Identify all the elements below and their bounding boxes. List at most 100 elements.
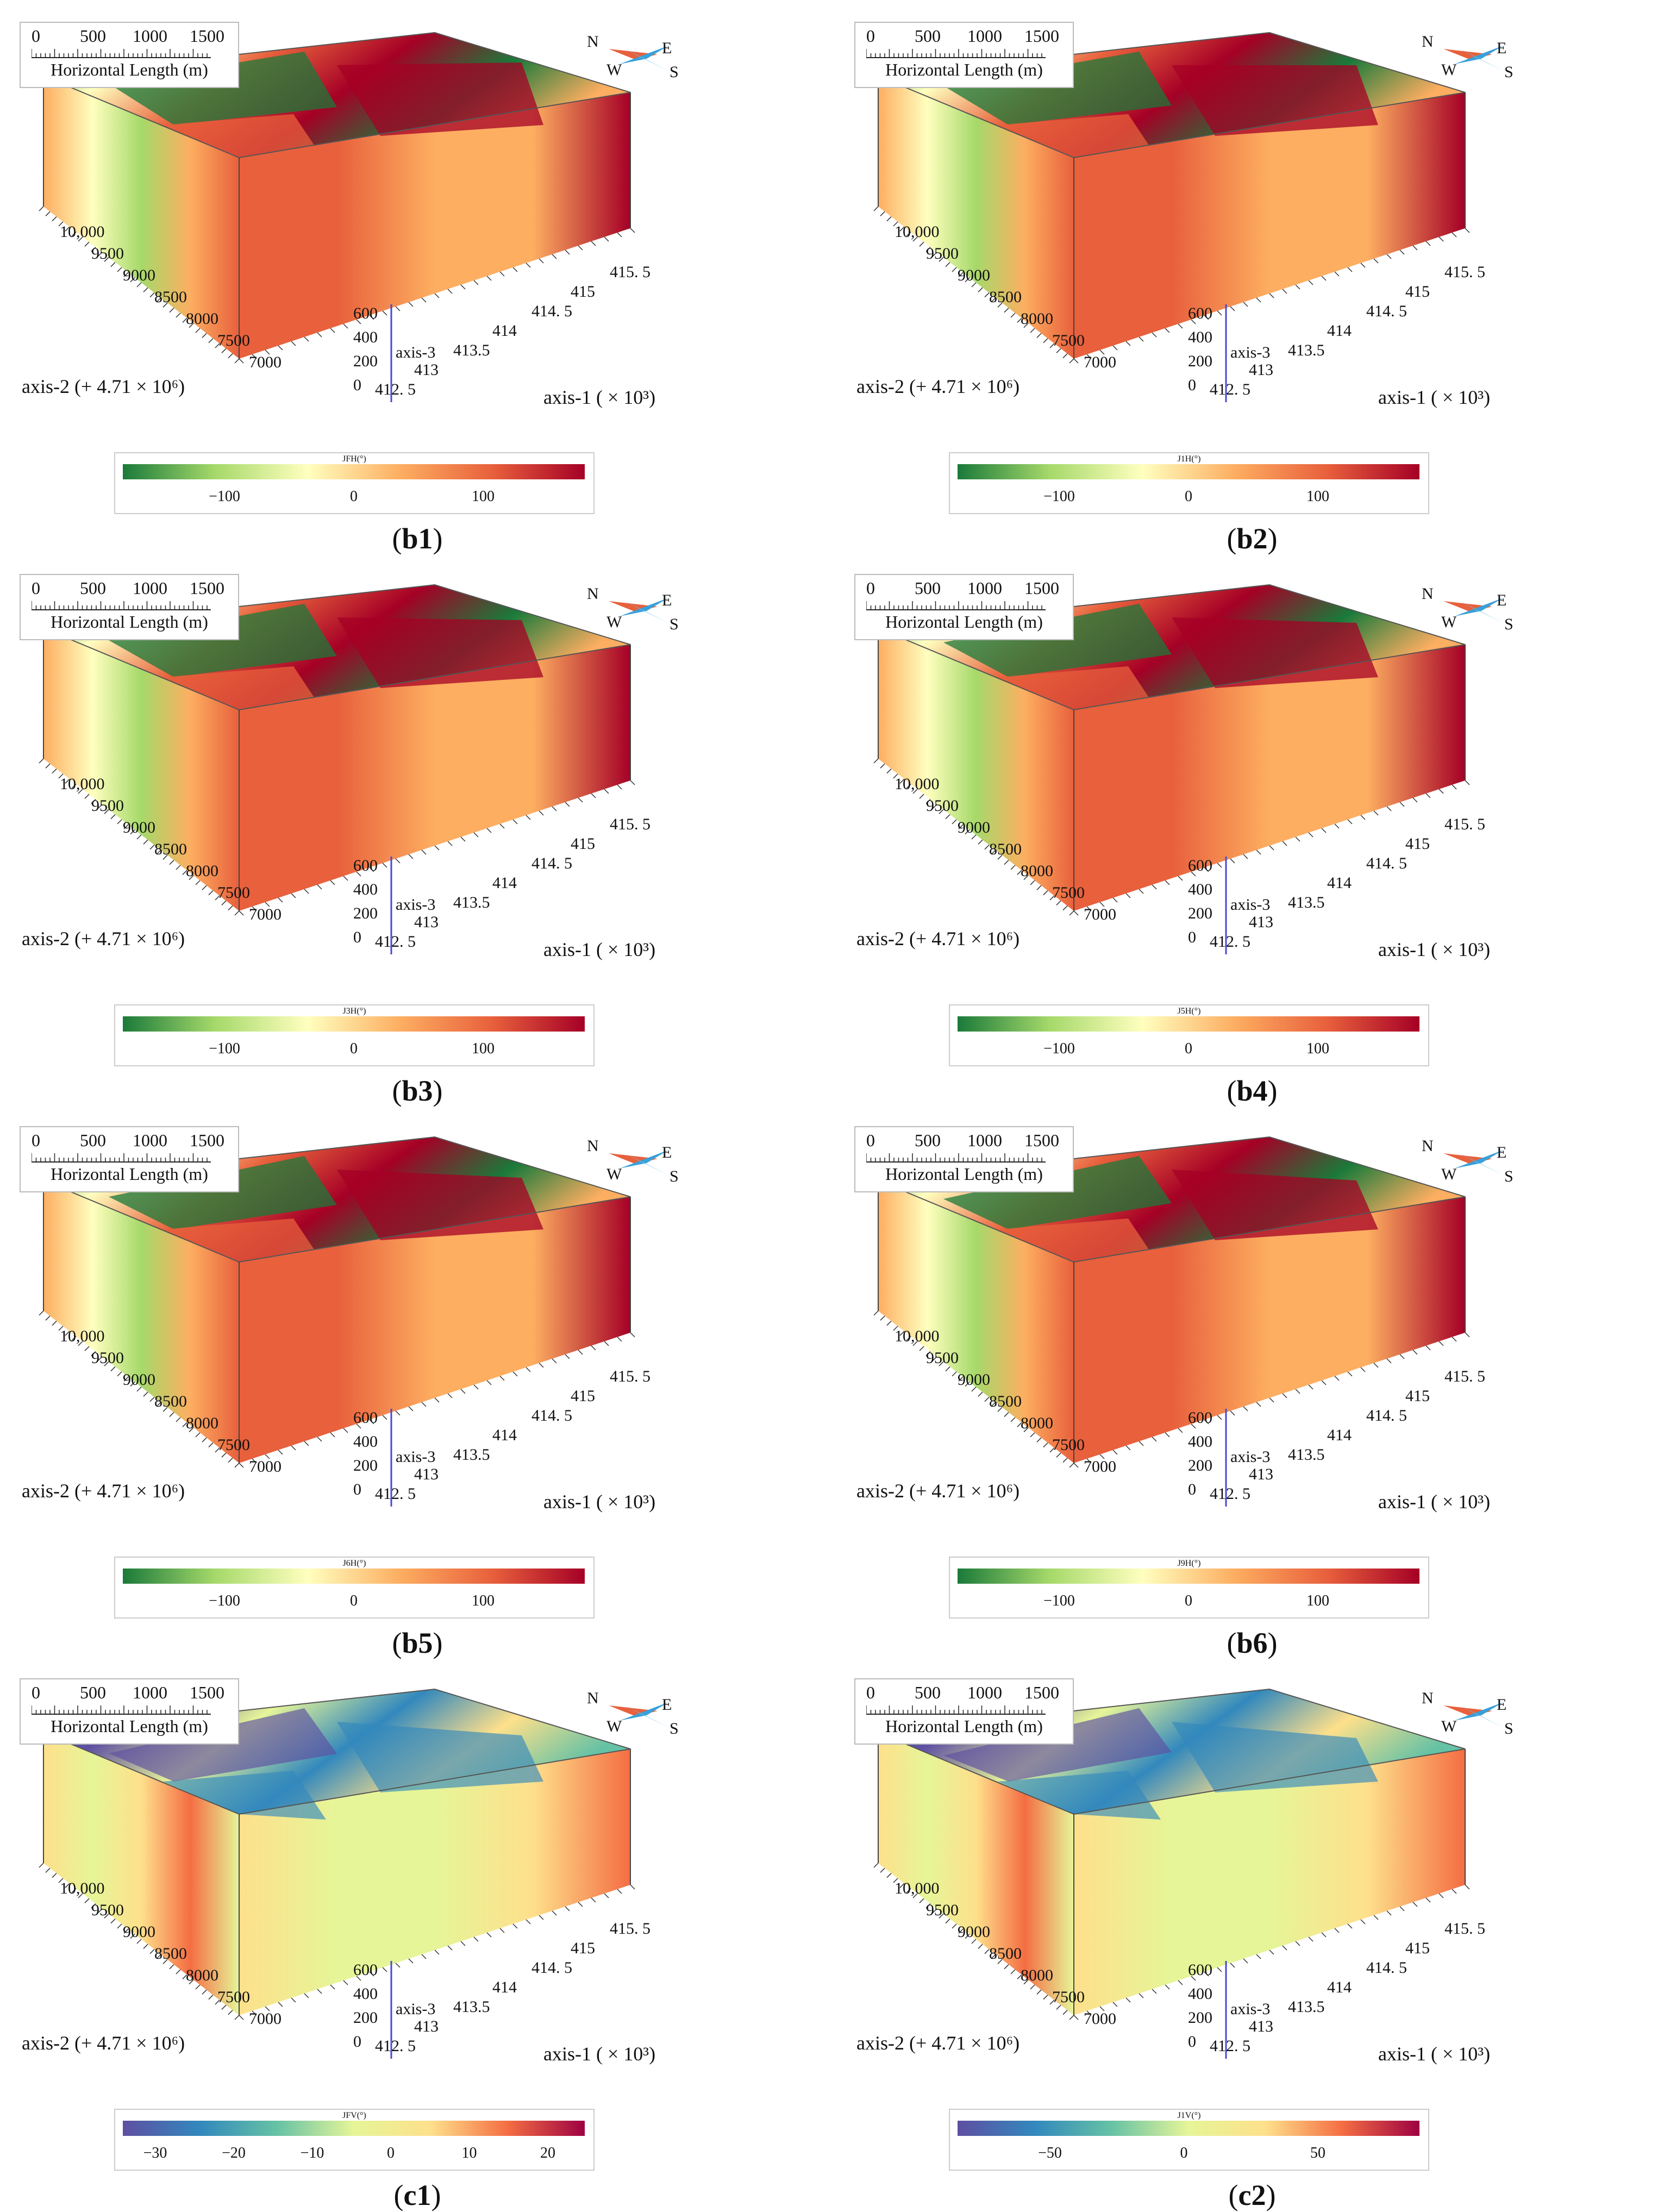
axis1-tick-mark [630,1884,635,1890]
axis1-tick-mark [369,1419,374,1424]
block-3d [39,584,635,954]
axis3-tick-label: 200 [1188,352,1212,370]
axis2-tick-mark [176,865,181,870]
axis1-tick-mark [304,1993,309,1998]
pattern-patch [943,1156,1172,1229]
colorbar: J5H(°) −100 0 100 [949,1004,1429,1066]
compass-s: S [670,1167,679,1185]
axis1-tick-mark [395,1410,401,1416]
axis2-tick-mark [978,1391,983,1397]
axis1-tick-mark [1386,806,1392,811]
colorbar-tick: −10 [300,2145,324,2161]
axis2-label: axis-2 (+ 4.71 × 10⁶) [856,376,1020,397]
axis1-tick-mark [1465,228,1470,233]
axis1-tick-mark [304,336,309,342]
axis1-tick-mark [278,897,283,903]
colorbar-tick: 100 [472,1592,495,1609]
axis2-tick-label: 8000 [1021,1414,1053,1432]
colorbar-tick: 100 [1306,488,1329,505]
scale-ticks [866,1705,1046,1715]
axis1-tick-label: 413.5 [1288,893,1325,911]
scale-numbers: 0 500 1000 1500 [21,26,238,46]
axis1-tick-mark [1191,871,1196,877]
axis1-tick-mark [578,1902,583,1907]
axis3-label: axis-3 [396,2000,436,2018]
colorbar-title: J5H(°) [1177,1007,1201,1016]
colorbar-tick: 100 [472,488,495,505]
axis2-tick-mark [169,860,174,865]
pattern-patch [163,114,326,163]
axis1-tick-mark [539,810,544,816]
axis2-tick-mark [39,206,44,211]
axis2-tick-mark [71,784,77,789]
axis3-label: axis-3 [1230,1448,1271,1466]
axis1-label: axis-1 ( × 10³) [1378,939,1491,960]
axis2-label: axis-2 (+ 4.71 × 10⁶) [22,1480,185,1502]
axis1-tick-mark [1452,1889,1457,1894]
axis2-tick-label: 9500 [926,797,959,815]
panel-b3: 0 500 1000 1500 Horizontal Length (m) N E W S 10,… [0,552,835,1107]
pattern-patch [337,1170,543,1240]
axis1-tick-mark [552,1358,557,1364]
axis2-tick-mark [971,1386,977,1392]
axis2-tick-mark [1023,1427,1029,1433]
panel-caption: (b1) [392,522,443,555]
axis1-tick-mark [239,358,244,364]
axis3-tick-label: 600 [1188,1961,1212,1979]
axis2-tick-mark [1049,1447,1055,1453]
axis1-tick-label: 415 [571,1939,595,1957]
axis2-tick-label: 10,000 [895,775,940,793]
axis1-tick-mark [473,1384,479,1390]
scale-number: 500 [915,578,941,598]
axis2-tick-mark [130,1382,135,1387]
left-face [43,1733,239,2015]
pattern-patch [337,63,543,136]
axis1-tick-mark [578,1349,583,1355]
axis1-tick-mark [1347,267,1353,272]
axis1-tick-mark [1373,810,1379,816]
axis2-tick-mark [149,1397,155,1402]
caption-label: b1 [402,522,433,555]
axis2-tick-mark [182,1974,187,1979]
pattern-patch [109,1156,337,1229]
axis1-tick-label: 414. 5 [531,1959,572,1977]
axis2-tick-label: 8500 [989,840,1022,858]
axis2-tick-mark [886,1873,892,1878]
axis1-tick-mark [1452,784,1457,790]
axis1-tick-mark [434,1397,440,1403]
axis1-tick-mark [1165,1432,1170,1438]
axis2-tick-mark [899,778,905,784]
compass-icon: N E W S [1422,1137,1519,1191]
panel-caption: (b2) [1227,522,1278,555]
scale-number: 500 [80,26,106,46]
axis2-tick-mark [84,241,90,247]
axis1-tick-label: 415 [1405,283,1430,301]
axis1-tick-mark [1282,1393,1287,1398]
axis2-tick-mark [1030,1984,1035,1990]
axis1-tick-label: 413 [414,913,439,931]
axis1-tick-mark [421,1402,427,1407]
axis2-tick-mark [84,793,90,799]
colorbar-tick: −100 [1043,488,1075,505]
axis3-tick-label: 400 [353,1985,378,2003]
axis1-tick-mark [1217,310,1222,316]
axis2-tick-label: 9500 [91,1349,124,1367]
axis1-tick-mark [265,1454,270,1459]
axis1-tick-mark [1452,1336,1457,1342]
axis2-tick-mark [65,226,70,232]
axis1-tick-mark [1347,1923,1353,1929]
axis1-tick-mark [578,797,583,803]
axis3-tick-label: 200 [1188,2009,1212,2027]
colorbar-tick: 0 [350,488,358,505]
compass-icon: N E W S [587,1689,685,1744]
axis1-tick-mark [291,893,296,898]
axis2-tick-label: 7500 [1052,332,1085,349]
axis1-tick-mark [1334,1928,1340,1933]
caption-label: c2 [1238,2179,1266,2211]
axis1-tick-mark [1399,1354,1405,1359]
scale-caption: Horizontal Length (m) [51,612,208,632]
axis1-tick-label: 414 [1327,1978,1352,1996]
scale-caption: Horizontal Length (m) [51,60,208,79]
scale-caption: Horizontal Length (m) [885,1716,1043,1736]
axis2-tick-mark [39,758,44,764]
